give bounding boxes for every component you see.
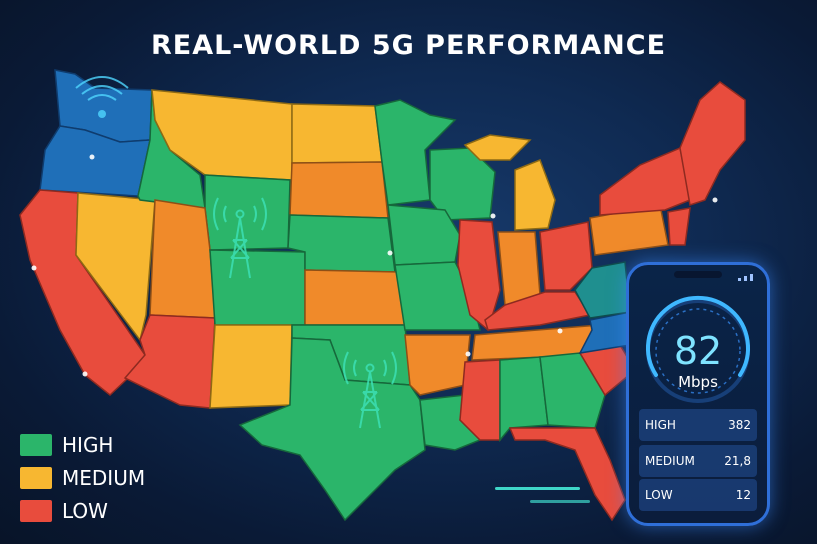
location-dot-icon [387, 250, 393, 256]
state-new-england [679, 81, 746, 206]
location-dot-icon [712, 197, 718, 203]
location-dot-icon [465, 351, 471, 357]
location-dot-icon [89, 154, 95, 160]
legend: HIGH MEDIUM LOW [20, 428, 145, 527]
legend-label: MEDIUM [62, 465, 146, 490]
state-colorado [209, 249, 306, 326]
phone-notch [674, 271, 722, 278]
stat-row-medium: MEDIUM 21,8 [639, 445, 757, 477]
speed-value: 82 [673, 329, 723, 373]
speed-streak [495, 487, 580, 490]
location-dot-icon [490, 213, 496, 219]
stat-label: MEDIUM [645, 454, 695, 468]
location-dot-icon [31, 265, 37, 271]
legend-item-low: LOW [20, 494, 145, 527]
state-new-jersey [667, 207, 691, 246]
legend-label: HIGH [62, 432, 114, 457]
speed-unit: Mbps [678, 373, 718, 391]
state-mississippi [459, 359, 501, 441]
state-minnesota [374, 99, 457, 206]
state-ohio [539, 221, 593, 291]
state-utah [149, 199, 216, 319]
state-indiana [497, 231, 541, 306]
wifi-signal-icon [75, 76, 129, 118]
state-texas [238, 337, 426, 522]
location-dot-icon [82, 371, 88, 377]
stat-value: 12 [735, 488, 751, 502]
state-kansas [304, 269, 406, 326]
state-michigan-upper [463, 134, 532, 161]
stat-value: 21,8 [724, 454, 751, 468]
stat-label: LOW [645, 488, 673, 502]
legend-swatch-medium [20, 466, 52, 489]
signal-bars-icon [738, 274, 753, 281]
page-title: REAL-WORLD 5G PERFORMANCE [150, 30, 667, 61]
speed-streak [530, 500, 590, 503]
stat-label: HIGH [645, 418, 676, 432]
stat-row-high: HIGH 382 [639, 409, 757, 441]
state-florida [508, 427, 626, 522]
state-new-mexico [209, 324, 293, 409]
state-kentucky [484, 291, 592, 331]
legend-label: LOW [62, 498, 108, 523]
state-alabama [499, 356, 549, 443]
state-north-dakota [291, 103, 383, 164]
cell-tower-icon [213, 197, 267, 279]
state-wyoming [204, 174, 291, 251]
location-dots [31, 154, 718, 377]
legend-swatch-high [20, 433, 52, 456]
cell-tower-icon [343, 351, 397, 429]
state-arkansas [404, 334, 471, 396]
location-dot-icon [557, 328, 563, 334]
phone-mockup: 82 Mbps HIGH 382 MEDIUM 21,8 LOW 12 [626, 262, 770, 526]
state-new-york [599, 146, 691, 216]
stat-row-low: LOW 12 [639, 479, 757, 511]
state-georgia [539, 352, 606, 429]
state-iowa [387, 204, 461, 266]
legend-item-medium: MEDIUM [20, 461, 145, 494]
stat-value: 382 [728, 418, 751, 432]
state-south-dakota [289, 161, 389, 219]
legend-item-high: HIGH [20, 428, 145, 461]
speed-gauge-icon [646, 295, 750, 403]
legend-swatch-low [20, 499, 52, 522]
state-michigan [514, 159, 556, 231]
